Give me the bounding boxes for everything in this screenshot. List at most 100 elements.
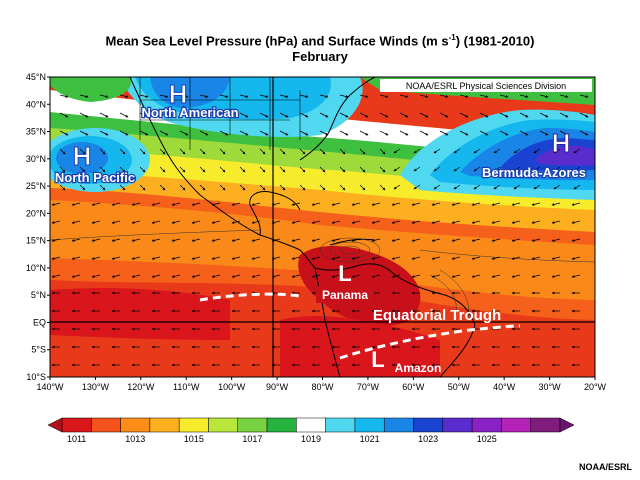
wind-arrow (211, 202, 221, 206)
wind-arrow (319, 166, 326, 173)
colorbar-swatch (325, 417, 356, 433)
wind-arrow (519, 94, 529, 98)
wind-arrow (79, 166, 86, 173)
wind-arrow (219, 148, 226, 155)
lat-tick-label: 45°N (26, 72, 46, 82)
lat-tick-label: 10°S (26, 372, 46, 382)
wind-arrow (513, 148, 521, 154)
colorbar-label: 1025 (477, 434, 497, 444)
lat-tick-label: 5°S (31, 345, 46, 355)
wind-arrow (179, 94, 189, 98)
wind-arrow (279, 166, 286, 173)
colorbar-label: 1019 (301, 434, 321, 444)
wind-arrow (79, 94, 89, 98)
wind-arrow (453, 148, 461, 154)
wind-arrow (393, 184, 401, 190)
wind-arrow (99, 112, 109, 118)
wind-arrow (573, 166, 581, 172)
wind-arrow (179, 166, 186, 173)
wind-arrow (431, 274, 441, 278)
wind-arrow (451, 220, 461, 224)
wind-arrow (459, 94, 469, 98)
wind-arrow (71, 220, 81, 224)
wind-arrow (413, 166, 421, 172)
wind-arrow (151, 274, 161, 278)
wind-arrow (493, 148, 501, 154)
wind-arrow (339, 94, 349, 98)
wind-arrow (453, 166, 461, 172)
wind-arrow (139, 148, 146, 155)
wind-arrow (413, 148, 421, 154)
colorbar-swatch (413, 417, 444, 433)
wind-arrow (311, 220, 321, 224)
longitude-ticks: 140°W 130°W 120°W 110°W 100°W 90°W 80°W 70°W 60°… (36, 377, 607, 392)
colorbar-low-arrow (47, 417, 63, 433)
wind-arrow (479, 112, 489, 118)
colorbar-swatch (237, 417, 268, 433)
wind-arrow (171, 256, 181, 260)
wind-arrow (473, 148, 481, 154)
lon-tick-label: 90°W (266, 382, 289, 392)
wind-arrow (431, 202, 441, 206)
low-symbol: L (371, 347, 384, 372)
colorbar-swatch (501, 417, 531, 433)
wind-arrow (239, 94, 249, 98)
lon-tick-label: 70°W (357, 382, 380, 392)
wind-arrow (339, 112, 349, 118)
lon-tick-label: 30°W (539, 382, 562, 392)
wind-arrow (179, 148, 186, 155)
wind-arrow (231, 238, 241, 242)
wind-arrow (219, 166, 226, 173)
wind-arrow (511, 202, 521, 206)
wind-arrow (71, 238, 81, 242)
colorbar-label: 1011 (67, 434, 86, 444)
lon-tick-label: 20°W (584, 382, 607, 392)
wind-arrow (199, 112, 209, 118)
wind-arrow (571, 238, 581, 242)
wind-arrow (433, 184, 441, 190)
colorbar-label: 1015 (184, 434, 204, 444)
wind-arrow (59, 94, 69, 98)
wind-arrow (351, 220, 361, 224)
lon-tick-label: 100°W (218, 382, 246, 392)
wind-arrow (491, 256, 501, 260)
wind-arrow (119, 184, 126, 191)
wind-arrow (431, 220, 441, 224)
source-tag: NOAA/ESRL Physical Sciences Division (406, 81, 566, 91)
wind-arrow (571, 202, 581, 206)
wind-arrow (159, 166, 166, 173)
wind-arrow (339, 184, 346, 191)
wind-arrow (131, 220, 141, 224)
wind-arrow (111, 256, 121, 260)
high-name: North Pacific (55, 170, 135, 185)
colorbar-swatch (61, 417, 92, 433)
wind-arrow (219, 94, 229, 98)
lat-tick-label: 30°N (26, 154, 46, 164)
wind-arrow (511, 220, 521, 224)
wind-arrow (579, 94, 589, 98)
wind-arrow (533, 184, 541, 190)
wind-arrow (279, 184, 286, 191)
wind-arrow (513, 184, 521, 190)
wind-arrow (219, 130, 229, 136)
wind-arrow (219, 112, 229, 118)
colorbar-swatch (91, 417, 121, 433)
low-name-box (316, 286, 374, 303)
wind-arrow (239, 130, 249, 136)
lon-tick-label: 110°W (173, 382, 200, 392)
lon-tick-label: 80°W (311, 382, 334, 392)
wind-arrow (159, 184, 166, 191)
wind-arrow (411, 202, 421, 206)
wind-arrow (199, 130, 209, 136)
wind-arrow (319, 130, 329, 136)
latitude-ticks: 45°N 40°N 35°N 30°N 25°N 20°N 15°N 10°N 5°N EQ 5°S… (26, 72, 50, 382)
wind-arrow (99, 130, 109, 136)
wind-arrow (159, 94, 169, 98)
wind-arrow (99, 184, 106, 191)
wind-arrow (451, 274, 461, 278)
wind-arrow (499, 130, 509, 136)
lon-tick-label: 50°W (448, 382, 471, 392)
wind-arrow (99, 94, 109, 98)
wind-arrow (351, 256, 361, 260)
wind-arrow (179, 112, 189, 118)
